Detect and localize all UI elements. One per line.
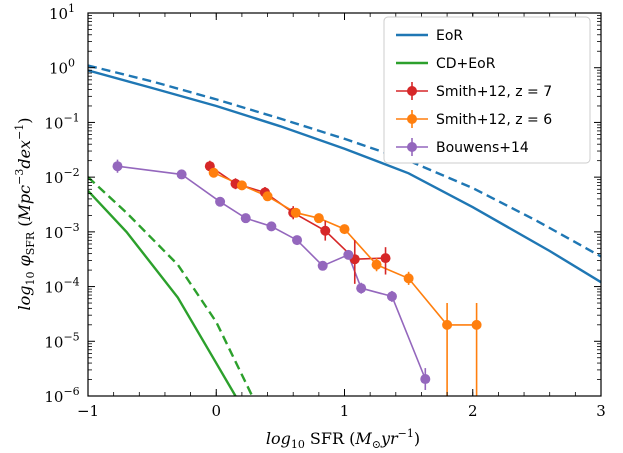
data-point-5-0	[208, 167, 219, 178]
tick-labels: −1 0 1 2 3 101 100 10−1 10−2 10−3 10−4 10−5 10−6	[44, 2, 605, 420]
y-tick-label: 10−1	[44, 111, 79, 132]
data-point-5-3	[290, 207, 301, 218]
data-point-4-6	[380, 253, 391, 264]
x-tick-label: 3	[596, 402, 606, 420]
y-tick-label: 10−3	[44, 221, 79, 242]
legend-swatch-marker	[407, 114, 417, 124]
y-tick-label: 101	[49, 2, 75, 23]
legend: EoR CD+EoR Smith+12, z = 7 Smith+12, z = 6 B…	[383, 16, 591, 164]
y-tick-label: 10−2	[44, 166, 79, 187]
x-tick-label: 2	[468, 402, 478, 420]
legend-label: EoR	[436, 28, 463, 44]
x-tick-label: −1	[77, 402, 99, 420]
series-lines	[88, 64, 601, 396]
data-point-6-8	[356, 283, 367, 294]
data-point-6-6	[317, 260, 328, 271]
legend-box	[383, 16, 591, 164]
data-point-5-9	[471, 319, 482, 330]
data-point-6-3	[240, 213, 251, 224]
data-point-5-6	[371, 259, 382, 270]
data-point-4-4	[320, 225, 331, 236]
legend-label: Smith+12, z = 7	[436, 84, 552, 100]
legend-label: Bouwens+14	[436, 140, 529, 156]
data-point-5-8	[442, 319, 453, 330]
series-line-2	[88, 189, 237, 396]
data-point-6-10	[420, 374, 431, 385]
data-point-6-7	[343, 249, 354, 260]
data-point-5-4	[313, 213, 324, 224]
series-line-3	[88, 176, 254, 396]
x-tick-label: 1	[340, 402, 350, 420]
series-line-1	[88, 64, 601, 258]
data-point-6-9	[386, 291, 397, 302]
legend-swatch-marker	[407, 86, 417, 96]
series-line-5	[213, 172, 477, 326]
data-point-6-2	[215, 196, 226, 207]
data-point-5-5	[339, 224, 350, 235]
legend-swatch-marker	[407, 142, 417, 152]
data-point-6-4	[266, 221, 277, 232]
data-point-6-0	[112, 161, 123, 172]
series-points	[112, 159, 482, 396]
data-point-5-1	[236, 180, 247, 191]
legend-label: Smith+12, z = 6	[436, 112, 552, 128]
y-tick-label: 10−5	[44, 330, 79, 351]
x-axis-label: log10 SFR (M⊙yr−1)	[266, 427, 420, 451]
data-point-6-1	[176, 169, 187, 180]
axis-ticks	[87, 12, 602, 397]
series-line-0	[88, 69, 601, 284]
data-point-5-2	[262, 191, 273, 202]
y-tick-label: 10−6	[44, 385, 79, 406]
y-axis-label: log10 φSFR (Mpc−3dex−1)	[13, 117, 37, 310]
data-point-5-7	[403, 273, 414, 284]
y-tick-label: 10−4	[44, 276, 79, 297]
legend-label: CD+EoR	[436, 56, 496, 72]
x-tick-label: 0	[211, 402, 221, 420]
data-point-6-5	[292, 235, 303, 246]
y-tick-label: 100	[49, 57, 75, 78]
